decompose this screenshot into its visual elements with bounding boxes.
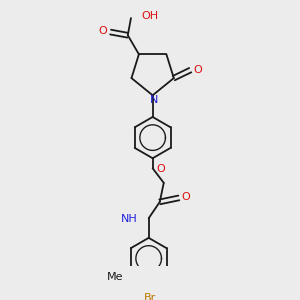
Text: N: N bbox=[150, 95, 158, 105]
Text: O: O bbox=[156, 164, 165, 174]
Text: O: O bbox=[99, 26, 108, 36]
Text: O: O bbox=[193, 64, 202, 75]
Text: NH: NH bbox=[121, 214, 138, 224]
Text: O: O bbox=[182, 192, 190, 203]
Text: Me: Me bbox=[107, 272, 123, 282]
Text: Br: Br bbox=[144, 292, 156, 300]
Text: OH: OH bbox=[141, 11, 158, 21]
